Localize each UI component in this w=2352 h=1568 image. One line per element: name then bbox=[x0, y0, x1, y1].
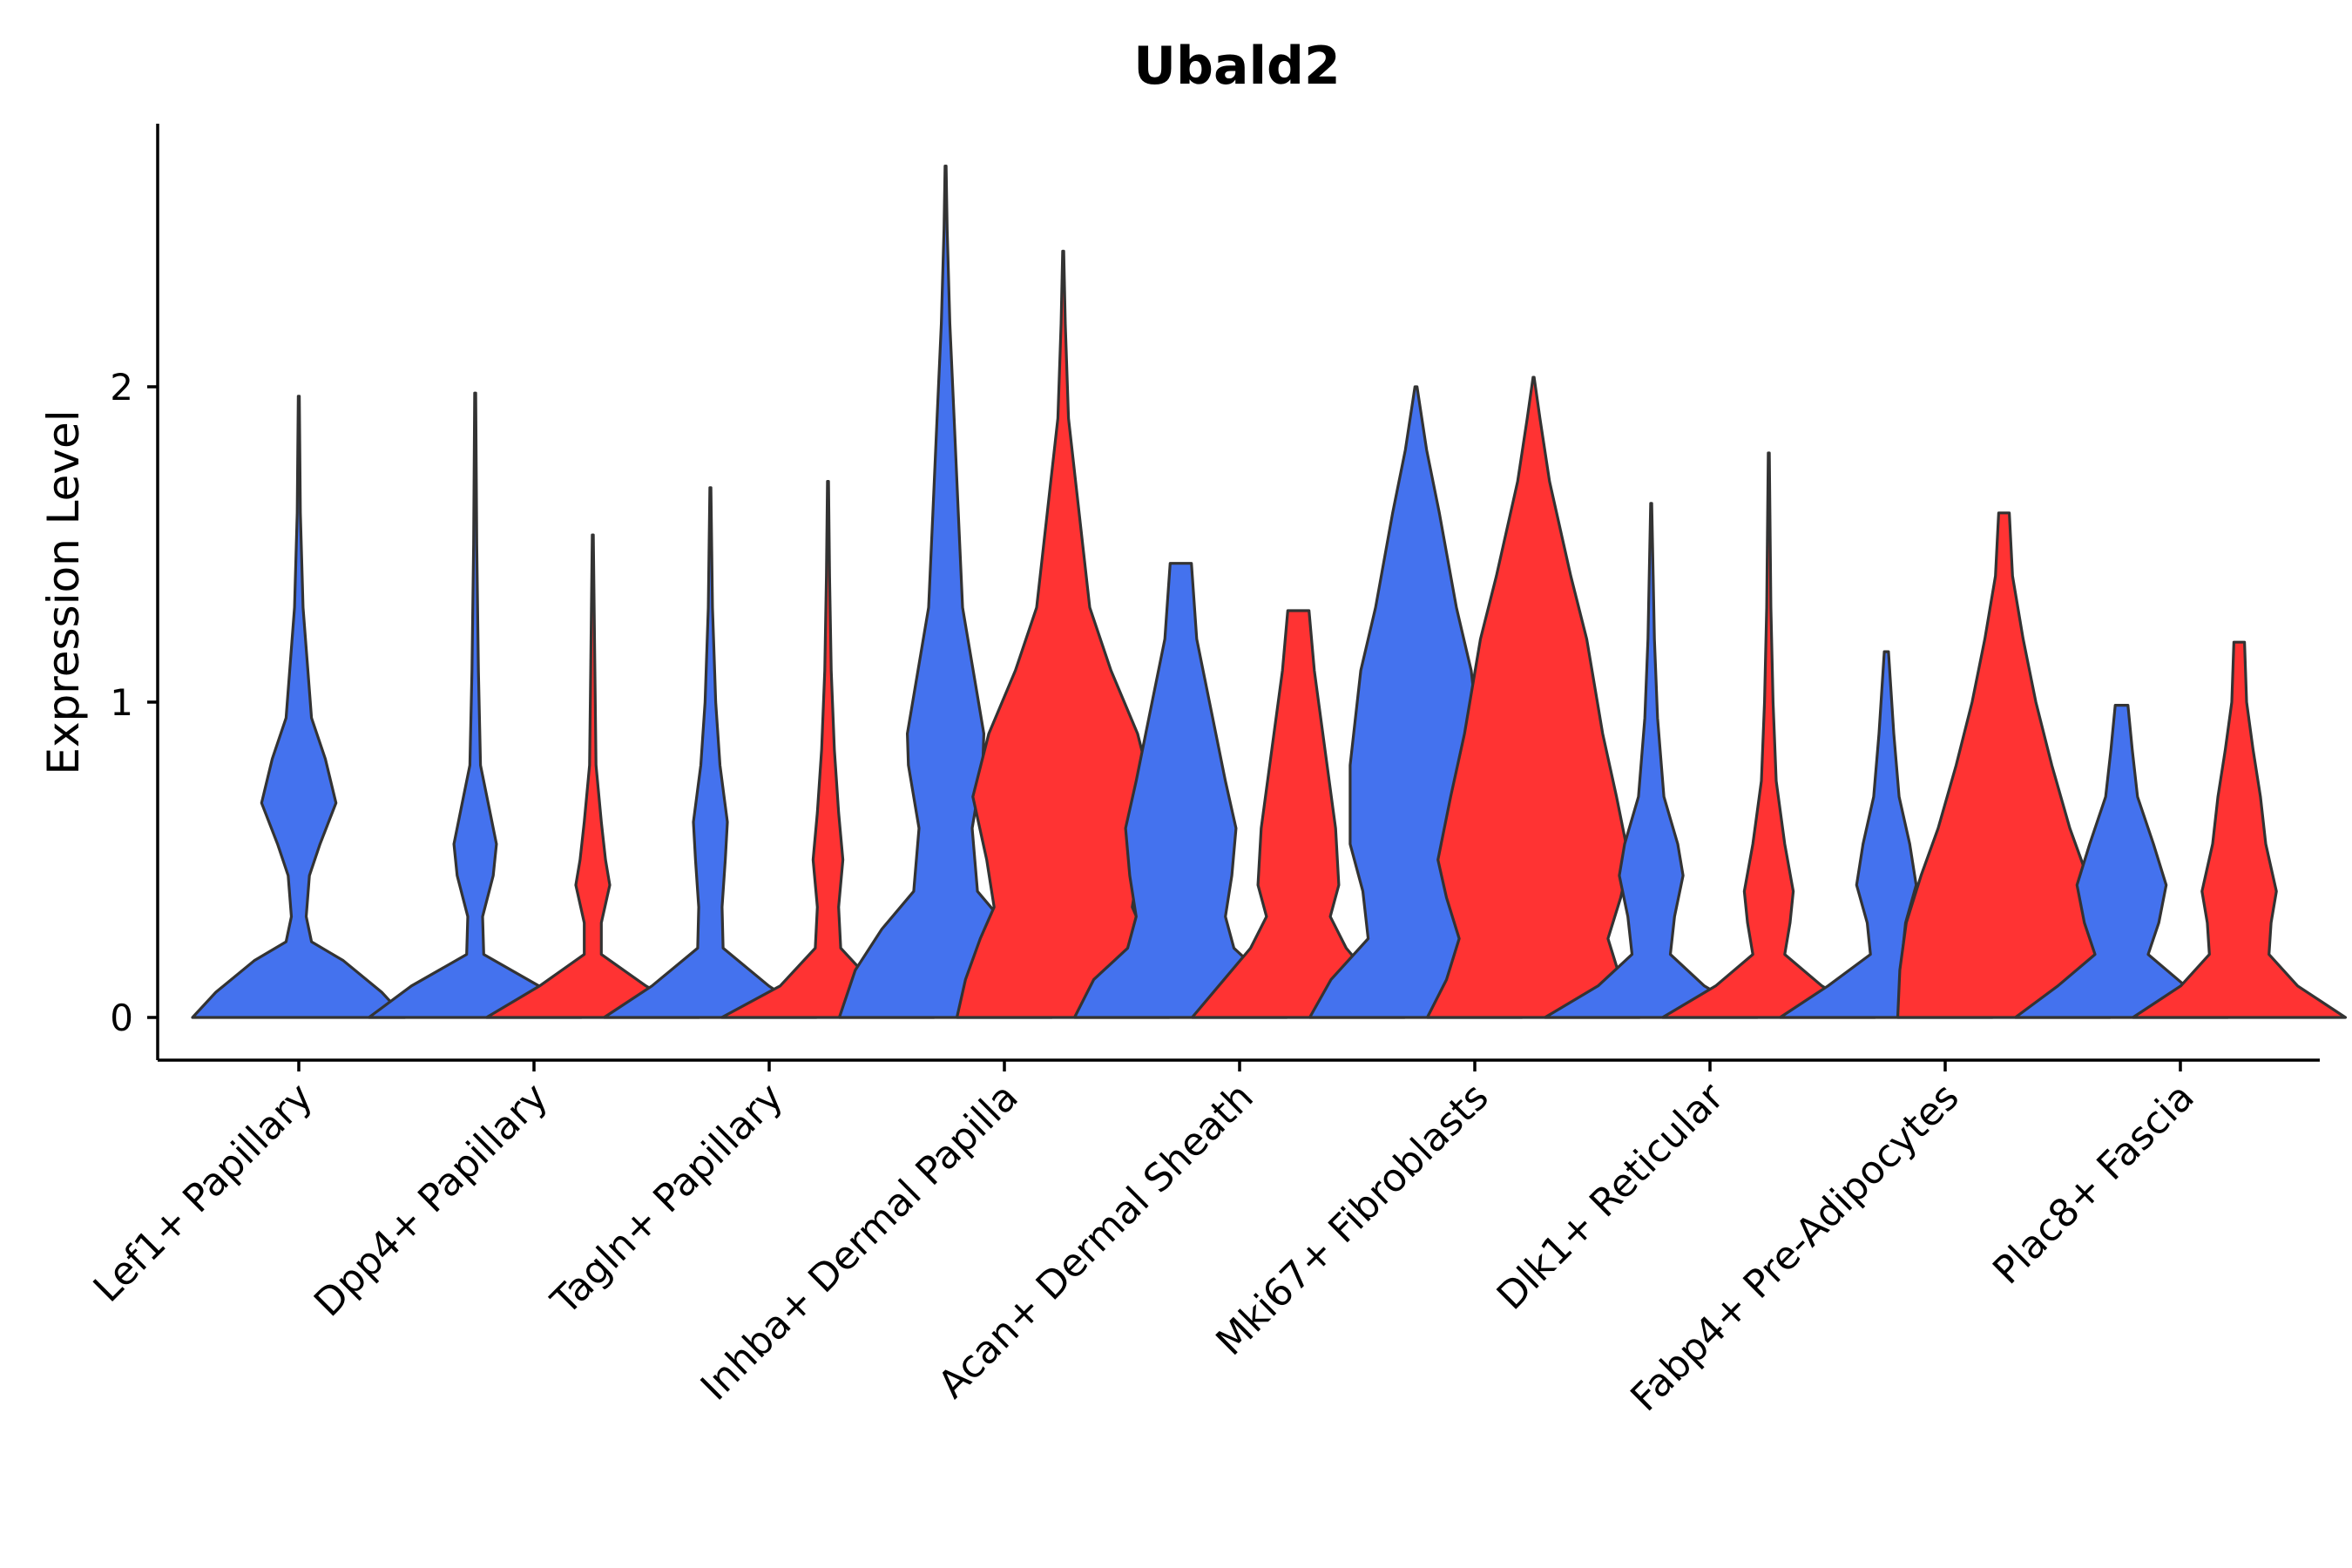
violin-right bbox=[1896, 511, 2112, 1019]
violin-group bbox=[1543, 451, 1877, 1019]
y-ticks: 0 1 2 bbox=[110, 366, 158, 1039]
x-tick-label: Plac8+ Fascia bbox=[1984, 1075, 2203, 1294]
violin-left bbox=[837, 165, 1054, 1019]
violin-left bbox=[602, 486, 819, 1019]
violin-group bbox=[837, 165, 1172, 1019]
x-tick-label: Lef1+ Papillary bbox=[85, 1075, 321, 1311]
violin-right bbox=[2131, 640, 2348, 1019]
violin-left bbox=[1072, 562, 1289, 1019]
violin-right bbox=[1425, 375, 1642, 1019]
violin-left bbox=[1543, 502, 1760, 1019]
x-tick-label: Mki67+ Fibroblasts bbox=[1207, 1075, 1497, 1364]
violin-group bbox=[602, 480, 936, 1019]
chart-title: Ubald2 bbox=[1133, 36, 1340, 97]
y-tick-label: 0 bbox=[110, 997, 133, 1039]
violin-group bbox=[1308, 375, 1642, 1019]
x-tick-label: Dlk1+ Reticular bbox=[1489, 1074, 1734, 1319]
y-tick-label: 1 bbox=[110, 681, 133, 724]
y-tick-label: 2 bbox=[110, 366, 133, 409]
x-tick-label: Tagln+ Papillary bbox=[543, 1075, 792, 1324]
x-tick-label: Dpp4+ Papillary bbox=[306, 1075, 557, 1326]
violin-right bbox=[484, 533, 701, 1019]
violin-right bbox=[720, 480, 936, 1019]
violin-group bbox=[1778, 511, 2112, 1019]
violin-group bbox=[191, 395, 407, 1019]
violin-left bbox=[191, 395, 407, 1019]
violin-group bbox=[2013, 640, 2348, 1019]
y-axis-label: Expression Level bbox=[38, 409, 89, 774]
violin-right bbox=[1660, 451, 1877, 1019]
violin-left bbox=[2013, 704, 2230, 1019]
violin-group bbox=[1072, 562, 1407, 1019]
violin-left bbox=[367, 391, 584, 1019]
violin-group bbox=[367, 391, 701, 1019]
violin-right bbox=[1190, 609, 1407, 1019]
violin-layer bbox=[191, 165, 2348, 1019]
